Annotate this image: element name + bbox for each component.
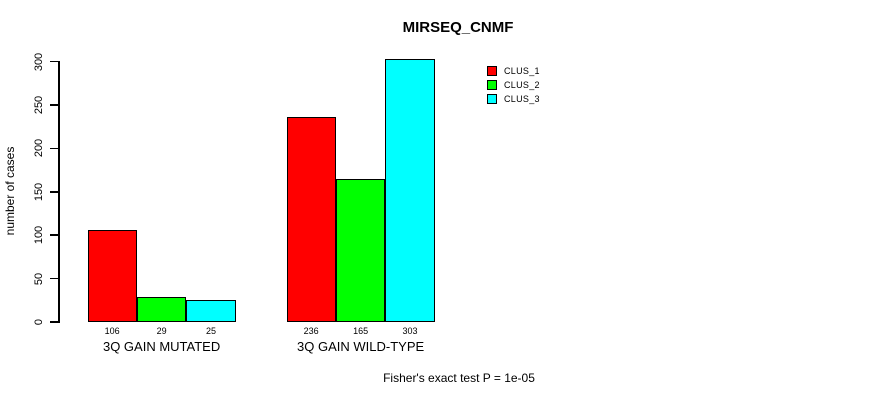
- legend-item-clus-1: CLUS_1: [487, 64, 540, 78]
- bar-value-label: 106: [104, 325, 120, 336]
- legend-swatch-clus-3-icon: [487, 94, 497, 104]
- legend-item-clus-3: CLUS_3: [487, 92, 540, 106]
- bar-clus_2-group1: [136, 296, 187, 322]
- legend-label-clus-2: CLUS_2: [504, 80, 540, 90]
- y-axis-tick-label: 100: [33, 225, 45, 245]
- y-axis-tick: [50, 147, 59, 150]
- y-axis-tick-label: 50: [33, 272, 45, 285]
- y-axis-tick-label: 200: [33, 139, 45, 158]
- bar-clus_2-group2: [335, 178, 386, 322]
- y-axis-line: [58, 60, 60, 323]
- legend-label-clus-3: CLUS_3: [504, 94, 540, 104]
- y-axis-tick: [50, 191, 59, 193]
- bar-value-label: 236: [303, 325, 319, 336]
- y-axis-tick: [50, 60, 59, 63]
- legend-item-clus-2: CLUS_2: [487, 78, 540, 92]
- y-axis-tick-label: 150: [33, 182, 45, 201]
- bar-value-label: 165: [353, 325, 369, 336]
- chart-title: MIRSEQ_CNMF: [402, 19, 514, 36]
- bar-clus_1-group1: [87, 229, 137, 322]
- legend-swatch-clus-1-icon: [487, 66, 497, 76]
- x-category-label: 3Q GAIN MUTATED: [102, 338, 221, 354]
- bar-clus_3-group2: [385, 58, 435, 322]
- bar-value-label: 29: [156, 325, 167, 336]
- y-axis-tick-label: 0: [33, 318, 45, 326]
- statistical-test-annotation: Fisher's exact test P = 1e-05: [383, 371, 535, 385]
- bar-value-label: 25: [205, 325, 217, 336]
- y-axis-tick: [50, 104, 59, 106]
- bar-value-label: 303: [402, 325, 418, 336]
- bar-clus_3-group1: [186, 300, 236, 322]
- y-axis-tick-label: 300: [33, 52, 45, 71]
- bar-clus_1-group2: [286, 117, 336, 322]
- y-axis-tick: [50, 277, 59, 280]
- legend-swatch-clus-2-icon: [487, 80, 497, 90]
- legend-label-clus-1: CLUS_1: [504, 66, 540, 76]
- y-axis-tick-label: 250: [33, 95, 45, 115]
- y-axis-tick: [50, 234, 59, 236]
- x-category-label: 3Q GAIN WILD-TYPE: [297, 338, 425, 354]
- y-axis-tick: [50, 321, 59, 323]
- legend: CLUS_1 CLUS_2 CLUS_3: [487, 64, 540, 106]
